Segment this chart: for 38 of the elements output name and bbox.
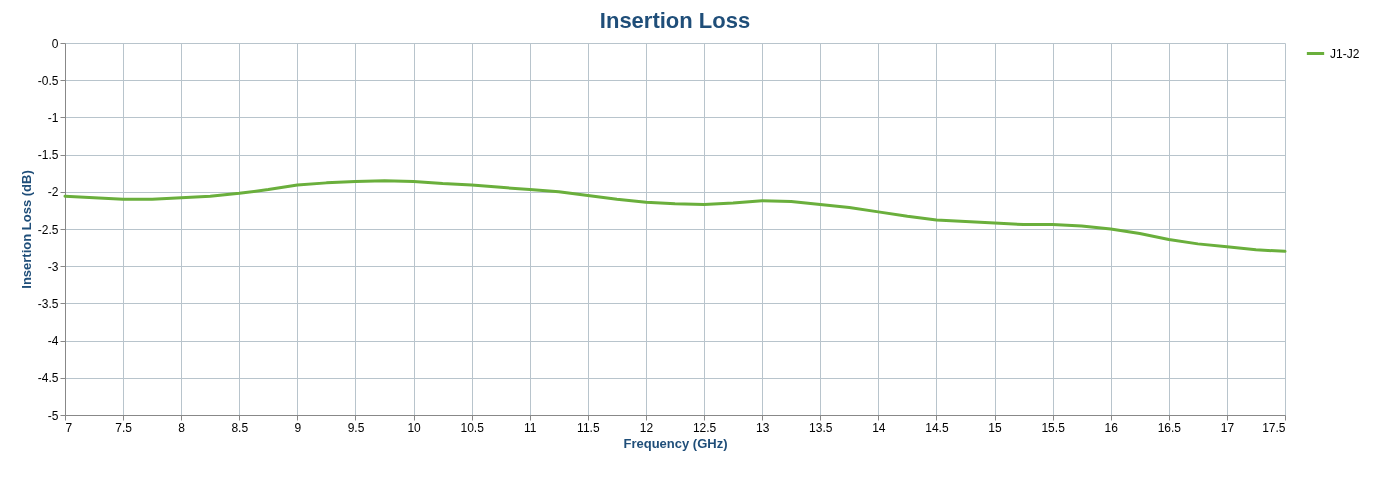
y-tick-label: -2 — [47, 185, 59, 200]
y-tick-label: -0.5 — [37, 73, 59, 88]
x-tick-label: 16.5 — [1157, 420, 1182, 435]
y-tick-label: -3.5 — [37, 296, 59, 311]
legend-label: J1-J2 — [1330, 46, 1360, 61]
y-tick-label: -4.5 — [37, 371, 59, 386]
x-tick-label: 7.5 — [115, 420, 133, 435]
x-tick-label: 11.5 — [577, 420, 600, 435]
x-tick-label: 15 — [988, 420, 1003, 435]
y-tick-label: 0 — [51, 36, 59, 51]
x-tick-label: 7 — [65, 420, 73, 435]
y-axis-title: Insertion Loss (dB) — [18, 170, 34, 289]
y-tick-label: -3 — [47, 259, 59, 274]
x-tick-label: 17.5 — [1262, 420, 1286, 435]
y-tick-label: -5 — [47, 408, 59, 423]
y-tick-label: -1.5 — [37, 148, 59, 163]
line-series — [63, 179, 1287, 253]
x-tick-label: 14 — [872, 420, 886, 435]
x-tick-label: 14.5 — [925, 420, 949, 435]
x-tick-label: 10.5 — [460, 420, 485, 435]
x-tick-label: 10 — [407, 420, 422, 435]
x-tick-label: 11 — [524, 420, 537, 435]
x-tick-label: 17 — [1220, 420, 1235, 435]
x-tick-label: 9.5 — [347, 420, 365, 435]
chart-title: Insertion Loss — [599, 8, 751, 33]
x-tick-label: 15.5 — [1041, 420, 1066, 435]
x-tick-label: 13 — [755, 420, 770, 435]
x-tick-label: 8.5 — [231, 420, 249, 435]
y-tick-label: -2.5 — [37, 222, 59, 237]
x-tick-label: 9 — [294, 420, 302, 435]
x-tick-label: 13.5 — [809, 420, 833, 435]
y-tick-label: -4 — [47, 334, 59, 349]
x-tick-label: 8 — [178, 420, 186, 435]
x-tick-label: 12.5 — [692, 420, 717, 435]
y-tick-label: -1 — [47, 110, 59, 125]
x-tick-label: 12 — [639, 420, 654, 435]
x-tick-label: 16 — [1104, 420, 1119, 435]
x-axis-title: Frequency (GHz) — [623, 435, 728, 451]
